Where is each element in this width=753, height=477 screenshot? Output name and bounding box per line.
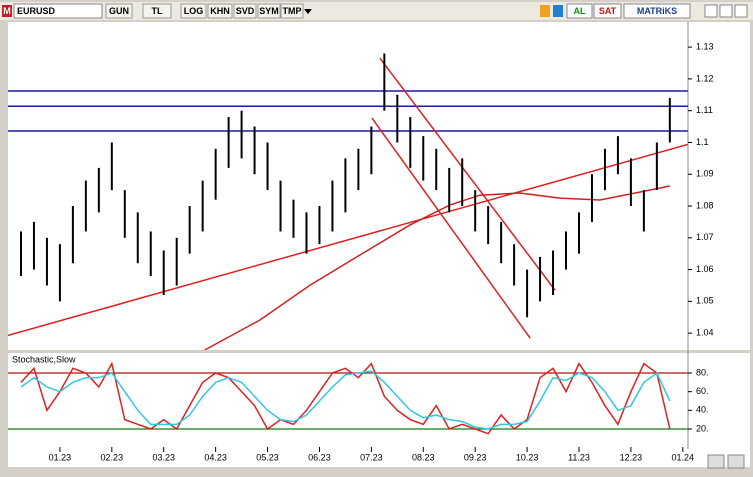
sell-button[interactable]: [593, 3, 622, 19]
y-tick-label: 1.09: [696, 169, 714, 179]
moving-average: [204, 185, 670, 350]
x-tick-label: 06.23: [308, 452, 331, 462]
toolbar-button[interactable]: [142, 3, 172, 19]
toolbar-button[interactable]: [280, 3, 304, 19]
brand: MATRiKS: [637, 6, 677, 16]
sell-label[interactable]: SAT: [599, 6, 617, 16]
x-tick-label: 05.23: [256, 452, 279, 462]
symbol-box[interactable]: [13, 3, 103, 19]
icon[interactable]: [553, 5, 563, 17]
scroll-button[interactable]: [727, 454, 745, 469]
symbol[interactable]: EURUSD: [17, 6, 56, 16]
y-tick-label: 1.11: [696, 105, 713, 115]
x-tick-label: 04.23: [204, 452, 227, 462]
indicator-title: Stochastic,Slow: [12, 354, 76, 364]
toolbar-button[interactable]: [233, 3, 257, 19]
stochastic-plot: [8, 361, 688, 435]
toolbar-button[interactable]: [257, 3, 281, 19]
stochastic-panel: [8, 353, 750, 449]
y-tick-label: 20.: [696, 423, 709, 433]
trend-line: [371, 117, 531, 339]
x-tick-label: 11.23: [568, 452, 590, 462]
window-button[interactable]: [719, 4, 733, 18]
stochastic-line: [20, 361, 671, 435]
trend-line: [8, 143, 688, 337]
y-tick-label: 60.: [696, 386, 709, 396]
y-tick-label: 1.13: [696, 41, 714, 51]
toolbar-button-label[interactable]: SYM: [259, 6, 279, 16]
x-tick-label: 02.23: [101, 452, 124, 462]
buy-label[interactable]: AL: [574, 6, 586, 16]
stochastic-line: [20, 370, 671, 430]
x-tick-label: 08.23: [412, 452, 435, 462]
window-button[interactable]: [734, 4, 748, 18]
logo: M: [3, 6, 11, 16]
toolbar-button[interactable]: [105, 3, 133, 19]
icon[interactable]: [540, 5, 550, 17]
y-tick-label: 1.05: [696, 296, 714, 306]
x-tick-label: 10.23: [516, 452, 539, 462]
y-tick-label: 1.1: [696, 137, 709, 147]
window-button[interactable]: [704, 4, 718, 18]
toolbar-button[interactable]: [207, 3, 233, 19]
x-tick-label: 01.24: [672, 452, 695, 462]
brand-box: [623, 3, 691, 19]
toolbar-button-label[interactable]: GUN: [109, 6, 129, 16]
y-tick-label: 1.08: [696, 200, 714, 210]
x-tick-label: 09.23: [464, 452, 487, 462]
x-tick-label: 12.23: [620, 452, 643, 462]
x-tick-label: 03.23: [152, 452, 175, 462]
toolbar-button-label[interactable]: LOG: [184, 6, 204, 16]
y-tick-label: 40.: [696, 405, 709, 415]
main-panel: [8, 22, 750, 350]
logo-box: [2, 5, 12, 17]
toolbar-button-label[interactable]: TL: [152, 6, 163, 16]
y-tick-label: 80.: [696, 367, 709, 377]
x-tick-label: 07.23: [360, 452, 383, 462]
x-axis-strip: [8, 449, 750, 467]
buy-button[interactable]: [566, 3, 593, 19]
x-tick-label: 01.23: [49, 452, 72, 462]
toolbar-button-label[interactable]: SVD: [236, 6, 255, 16]
main-plot: [8, 53, 688, 350]
y-tick-label: 1.07: [696, 232, 714, 242]
y-tick-label: 1.06: [696, 264, 714, 274]
y-tick-label: 1.12: [696, 73, 714, 83]
toolbar-button[interactable]: [180, 3, 207, 19]
y-tick-label: 1.04: [696, 328, 714, 338]
toolbar-button-label[interactable]: TMP: [283, 6, 302, 16]
dropdown-arrow[interactable]: [304, 9, 312, 14]
toolbar-button-label[interactable]: KHN: [210, 6, 230, 16]
scroll-button[interactable]: [707, 454, 725, 469]
trend-line: [379, 57, 556, 291]
